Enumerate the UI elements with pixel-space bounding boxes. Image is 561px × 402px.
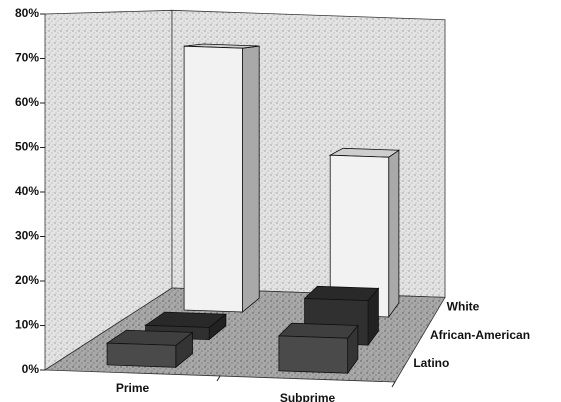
y-tick-label: 20%	[15, 273, 39, 287]
y-tick-label: 80%	[15, 6, 39, 20]
y-tick-label: 70%	[15, 51, 39, 65]
x-tick-label: Subprime	[280, 391, 336, 402]
bar	[183, 43, 260, 313]
y-tick-label: 50%	[15, 140, 39, 154]
series-label: African-American	[430, 328, 530, 342]
y-tick-label: 30%	[15, 229, 39, 243]
y-tick-label: 40%	[15, 184, 39, 198]
series-label: Latino	[413, 356, 449, 370]
bar	[277, 322, 359, 375]
y-tick-label: 10%	[15, 318, 39, 332]
x-tick	[216, 375, 221, 382]
bar-side	[388, 149, 400, 319]
series-label: White	[447, 300, 480, 314]
x-tick	[391, 381, 396, 388]
y-tick-label: 60%	[15, 95, 39, 109]
bar-front	[183, 45, 243, 313]
bar-front	[278, 335, 349, 374]
bar-front	[106, 342, 177, 368]
bar-side	[242, 45, 260, 313]
x-tick-label: Prime	[116, 381, 150, 395]
bar	[105, 329, 194, 369]
bar-top	[303, 285, 380, 302]
y-tick-label: 0%	[22, 362, 40, 376]
